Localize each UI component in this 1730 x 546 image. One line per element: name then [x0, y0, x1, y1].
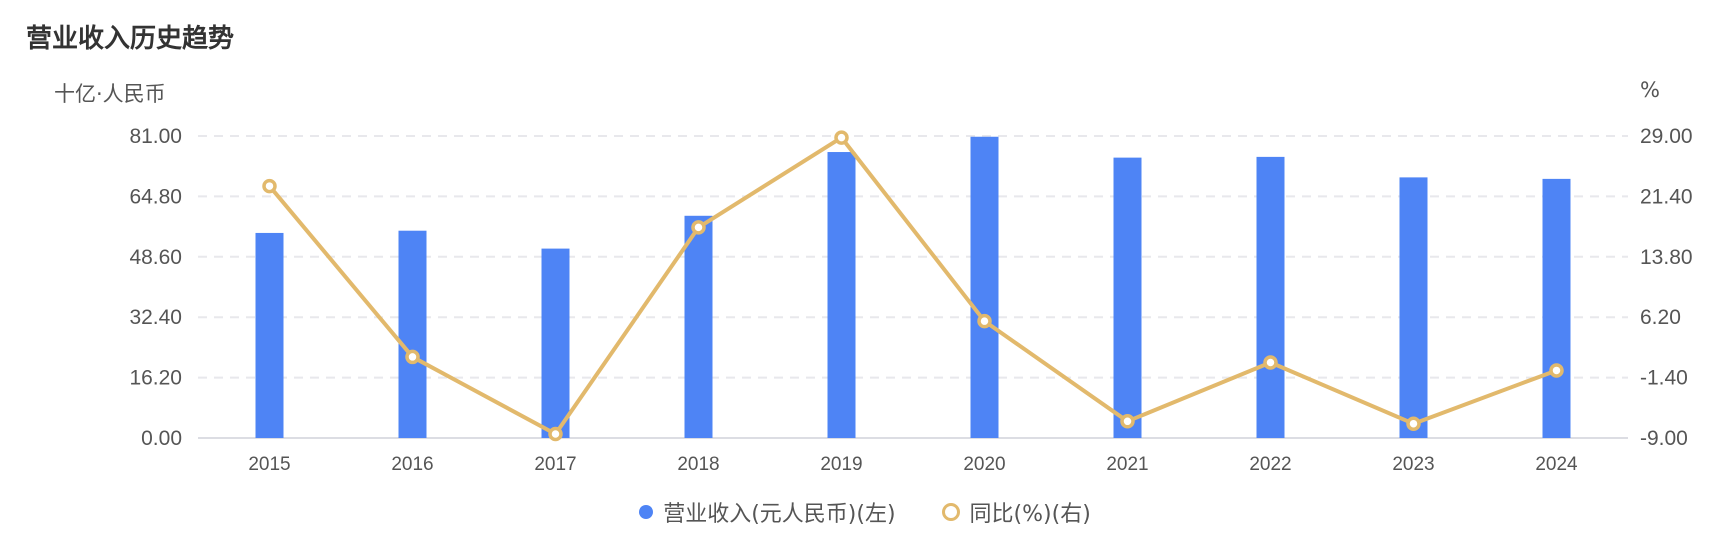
bar-revenue	[1399, 177, 1428, 438]
yoy-point	[405, 349, 420, 365]
right-axis-tick: 6.20	[1640, 306, 1681, 329]
legend-item-revenue[interactable]: 营业收入(元人民币)(左)	[639, 496, 896, 528]
left-axis-tick: 81.00	[129, 125, 182, 148]
bar-revenue	[255, 232, 284, 438]
right-axis-tick: -1.40	[1640, 367, 1688, 390]
x-axis-label: 2021	[1106, 454, 1148, 475]
bar-revenue	[1542, 178, 1571, 439]
bar-revenue	[827, 152, 856, 438]
bar-revenue	[398, 230, 427, 438]
legend-label-revenue: 营业收入(元人民币)(左)	[663, 502, 896, 527]
yoy-point	[1406, 416, 1421, 431]
yoy-point	[1263, 355, 1278, 370]
right-axis-unit: %	[1640, 78, 1660, 102]
legend: 营业收入(元人民币)(左) 同比(%)(右)	[0, 496, 1730, 528]
left-axis-tick: 32.40	[129, 306, 182, 329]
hollow-circle-icon	[941, 503, 960, 521]
chart-plot-area: 0.00 -9.00 16.20 -1.40 32.40 6.20 48.60 13.80 64…	[129, 125, 1693, 475]
x-axis-label: 2015	[248, 454, 290, 475]
x-axis-label: 2016	[391, 454, 433, 475]
legend-item-yoy[interactable]: 同比(%)(右)	[941, 496, 1091, 528]
x-axis-label: 2019	[820, 454, 862, 475]
x-axis-label: 2024	[1535, 454, 1578, 475]
bar-revenue	[684, 215, 713, 438]
right-axis-tick: 21.40	[1640, 185, 1693, 208]
left-axis-tick: 48.60	[129, 246, 182, 269]
legend-label-yoy: 同比(%)(右)	[969, 502, 1091, 527]
right-axis-tick: -9.00	[1640, 427, 1688, 450]
yoy-point	[1549, 363, 1564, 378]
x-axis-label: 2023	[1392, 454, 1434, 475]
yoy-line	[267, 135, 1558, 437]
bar-revenue	[1256, 156, 1285, 438]
left-axis-tick: 0.00	[141, 427, 182, 450]
yoy-point	[1120, 414, 1135, 429]
x-axis-label: 2017	[534, 454, 576, 475]
chart-title: 营业收入历史趋势	[26, 24, 235, 54]
bar-revenue	[541, 248, 570, 438]
left-axis-tick: 16.20	[129, 367, 182, 390]
yoy-point	[834, 130, 849, 145]
x-axis-label: 2020	[963, 454, 1005, 475]
x-axis-label: 2022	[1249, 454, 1291, 475]
x-axis-label: 2018	[677, 454, 719, 475]
yoy-point	[548, 426, 563, 442]
yoy-point	[262, 178, 277, 194]
bar-revenue	[970, 136, 999, 439]
yoy-point	[691, 220, 706, 235]
bar-revenue	[1113, 157, 1142, 438]
left-axis-tick: 64.80	[129, 185, 182, 208]
right-axis-tick: 13.80	[1640, 246, 1693, 269]
yoy-point	[977, 313, 992, 329]
left-axis-unit: 十亿·人民币	[54, 82, 166, 106]
filled-circle-icon	[639, 505, 654, 519]
right-axis-tick: 29.00	[1640, 125, 1693, 148]
